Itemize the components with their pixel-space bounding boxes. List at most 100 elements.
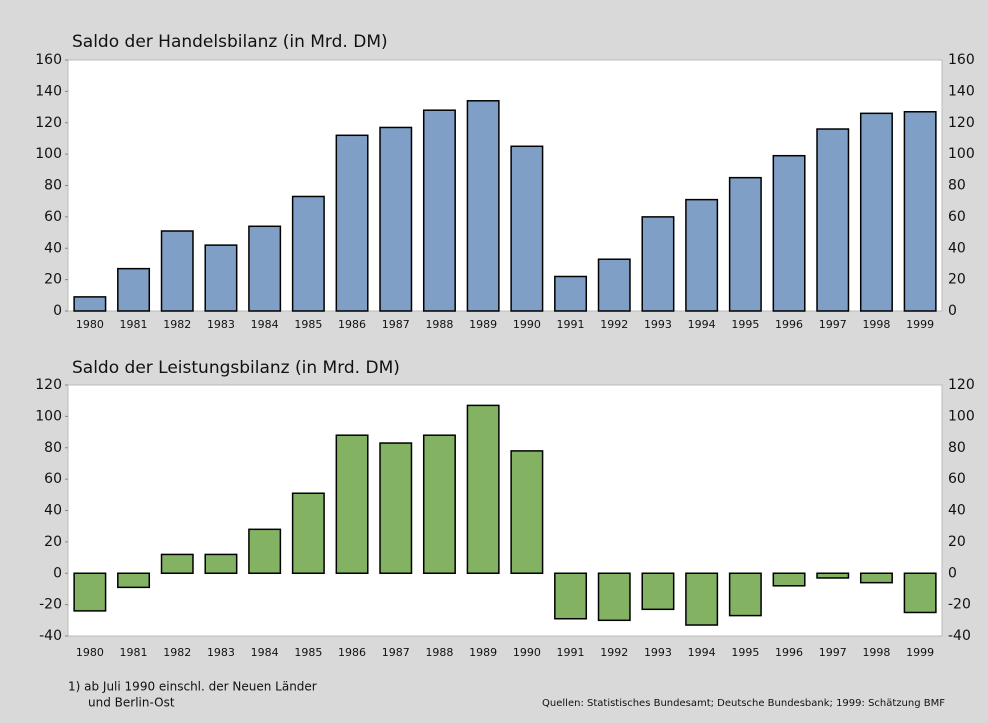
x-tick-label: 1990	[513, 318, 541, 331]
bar	[422, 434, 456, 575]
x-tick-label: 1981	[120, 646, 148, 659]
y-tick-label: 0	[948, 565, 957, 581]
x-tick-label: 1982	[163, 646, 191, 659]
y-tick-label: 80	[948, 440, 966, 456]
bar	[291, 195, 325, 312]
bar	[248, 528, 282, 575]
y-tick-label: 60	[44, 209, 62, 225]
y-tick-label: 100	[948, 146, 975, 162]
x-tick-label: 1982	[163, 318, 191, 331]
y-tick-label: 40	[44, 240, 62, 256]
y-tick-label: 20	[948, 534, 966, 550]
bar	[554, 275, 588, 312]
x-tick-label: 1996	[775, 646, 803, 659]
bar	[641, 572, 675, 611]
x-tick-label: 1997	[819, 318, 847, 331]
plot-area	[67, 384, 943, 637]
y-tick-label: 0	[948, 303, 957, 319]
x-tick-label: 1989	[469, 646, 497, 659]
bar	[903, 111, 937, 312]
plot-area	[67, 59, 943, 312]
y-tick-label: -40	[39, 628, 62, 644]
y-tick-label: 0	[53, 303, 62, 319]
y-tick-label: 160	[948, 52, 975, 68]
y-tick-label: 20	[948, 272, 966, 288]
x-tick-label: 1995	[731, 646, 759, 659]
y-tick-label: 80	[44, 178, 62, 194]
bar	[816, 572, 850, 579]
chart-title: Saldo der Handelsbilanz (in Mrd. DM)	[72, 32, 388, 52]
bar	[772, 154, 806, 312]
bar	[466, 404, 500, 574]
y-tick-label: 120	[948, 115, 975, 131]
bar	[73, 572, 107, 612]
x-tick-label: 1987	[382, 646, 410, 659]
x-tick-label: 1998	[862, 646, 890, 659]
x-tick-label: 1987	[382, 318, 410, 331]
source: Quellen: Statistisches Bundesamt; Deutsc…	[542, 698, 945, 709]
y-tick-label: 120	[35, 115, 62, 131]
bar	[903, 572, 937, 614]
x-tick-label: 1993	[644, 318, 672, 331]
y-tick-label: 0	[53, 565, 62, 581]
x-tick-label: 1992	[600, 646, 628, 659]
x-tick-label: 1994	[688, 646, 716, 659]
bar	[117, 267, 151, 312]
y-tick-label: 100	[35, 146, 62, 162]
y-tick-label: 140	[35, 83, 62, 99]
bar	[117, 572, 151, 589]
bar	[685, 198, 719, 312]
bar	[379, 126, 413, 312]
bar	[554, 572, 588, 620]
bar	[728, 176, 762, 312]
bar	[248, 225, 282, 312]
y-tick-label: -20	[948, 597, 971, 613]
bar	[772, 572, 806, 587]
x-tick-label: 1980	[76, 318, 104, 331]
bar	[597, 258, 631, 312]
x-tick-label: 1999	[906, 318, 934, 331]
bar	[859, 112, 893, 312]
y-tick-label: 60	[44, 471, 62, 487]
x-tick-label: 1994	[688, 318, 716, 331]
y-tick-label: 80	[44, 440, 62, 456]
y-tick-label: 160	[35, 52, 62, 68]
x-tick-label: 1989	[469, 318, 497, 331]
x-tick-label: 1986	[338, 646, 366, 659]
bar	[685, 572, 719, 626]
bar	[422, 109, 456, 312]
x-tick-label: 1988	[425, 318, 453, 331]
y-tick-label: 80	[948, 178, 966, 194]
y-tick-label: 40	[948, 503, 966, 519]
y-tick-label: -40	[948, 628, 971, 644]
y-tick-label: 60	[948, 209, 966, 225]
x-tick-label: 1999	[906, 646, 934, 659]
x-tick-label: 1984	[251, 318, 279, 331]
bar	[160, 553, 194, 574]
bar	[160, 230, 194, 312]
bar	[379, 442, 413, 575]
y-tick-label: 100	[948, 408, 975, 424]
chart-title: Saldo der Leistungsbilanz (in Mrd. DM)	[72, 358, 400, 378]
x-tick-label: 1991	[557, 646, 585, 659]
bar	[466, 100, 500, 312]
y-tick-label: 60	[948, 471, 966, 487]
x-tick-label: 1988	[425, 646, 453, 659]
x-tick-label: 1991	[557, 318, 585, 331]
y-tick-label: 40	[44, 503, 62, 519]
y-tick-label: 40	[948, 240, 966, 256]
x-tick-label: 1993	[644, 646, 672, 659]
bar	[510, 450, 544, 575]
x-tick-label: 1984	[251, 646, 279, 659]
x-tick-label: 1981	[120, 318, 148, 331]
footnote: 1) ab Juli 1990 einschl. der Neuen Lände…	[68, 680, 317, 694]
bar	[597, 572, 631, 622]
bar	[728, 572, 762, 617]
y-tick-label: 100	[35, 408, 62, 424]
x-tick-label: 1983	[207, 646, 235, 659]
x-tick-label: 1990	[513, 646, 541, 659]
x-tick-label: 1986	[338, 318, 366, 331]
bar	[510, 145, 544, 312]
x-tick-label: 1995	[731, 318, 759, 331]
